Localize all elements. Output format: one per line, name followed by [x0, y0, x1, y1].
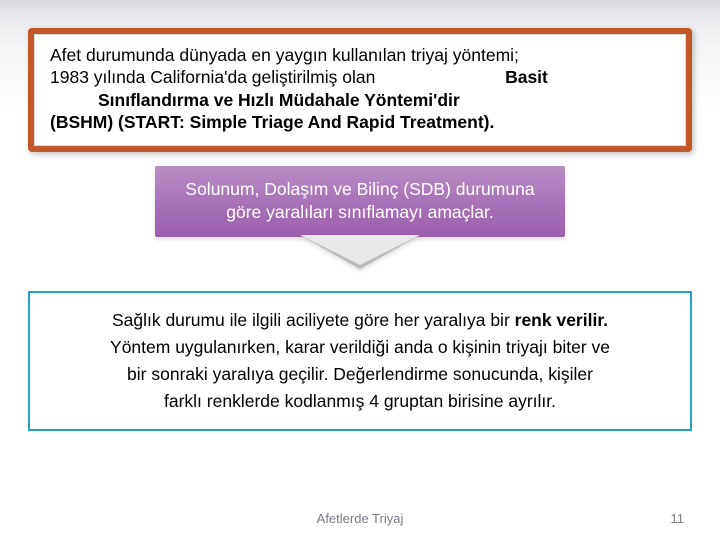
result-line2: Yöntem uygulanırken, karar verildiği and…	[50, 334, 670, 361]
intro-line2a: 1983 yılında California'da geliştirilmiş…	[50, 67, 375, 87]
result-line1: Sağlık durumu ile ilgili aciliyete göre …	[50, 307, 670, 334]
result-line1a: Sağlık durumu ile ilgili aciliyete göre …	[112, 310, 515, 330]
intro-line1: Afet durumunda dünyada en yaygın kullanı…	[50, 44, 670, 66]
result-line3: bir sonraki yaralıya geçilir. Değerlendi…	[50, 361, 670, 388]
page-number: 11	[671, 511, 685, 526]
footer: Afetlerde Triyaj 11	[0, 511, 720, 526]
intro-line2b: Basit	[505, 67, 548, 87]
purpose-box: Solunum, Dolaşım ve Bilinç (SDB) durumun…	[155, 166, 565, 237]
footer-title: Afetlerde Triyaj	[317, 511, 404, 526]
down-arrow-icon	[300, 235, 420, 269]
intro-box: Afet durumunda dünyada en yaygın kullanı…	[28, 28, 692, 152]
intro-line2: 1983 yılında California'da geliştirilmiş…	[50, 66, 670, 88]
intro-line4: (BSHM) (START: Simple Triage And Rapid T…	[50, 111, 670, 133]
slide: Afet durumunda dünyada en yaygın kullanı…	[0, 0, 720, 540]
result-box: Sağlık durumu ile ilgili aciliyete göre …	[28, 291, 692, 432]
result-line1b: renk verilir.	[515, 310, 608, 330]
intro-line3: Sınıflandırma ve Hızlı Müdahale Yöntemi'…	[50, 89, 670, 111]
purpose-callout: Solunum, Dolaşım ve Bilinç (SDB) durumun…	[28, 166, 692, 269]
result-line4: farklı renklerde kodlanmış 4 gruptan bir…	[50, 388, 670, 415]
